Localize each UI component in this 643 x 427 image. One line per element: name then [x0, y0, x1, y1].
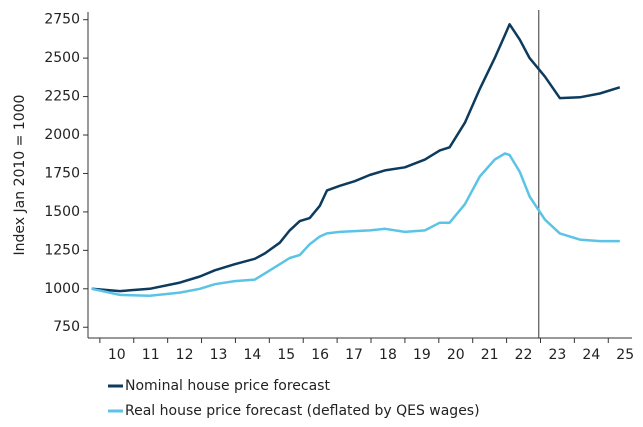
x-tick-label: 15: [277, 347, 295, 363]
y-tick-label: 2000: [44, 127, 80, 143]
legend-label: Nominal house price forecast: [125, 378, 330, 394]
x-tick-label: 19: [413, 347, 431, 363]
x-tick-label: 10: [108, 347, 126, 363]
y-tick-label: 2750: [44, 12, 80, 28]
x-tick-label: 11: [142, 347, 160, 363]
x-tick-label: 24: [582, 347, 600, 363]
y-axis-label: Index Jan 2010 = 1000: [12, 95, 28, 256]
x-tick-label: 18: [379, 347, 397, 363]
x-tick-label: 22: [515, 347, 533, 363]
x-tick-label: 12: [176, 347, 194, 363]
x-tick-label: 16: [311, 347, 329, 363]
y-tick-label: 1000: [44, 281, 80, 297]
y-tick-label: 750: [53, 319, 80, 335]
y-tick-label: 1750: [44, 165, 80, 181]
series-line: [91, 152, 620, 297]
x-tick-label: 13: [210, 347, 228, 363]
y-tick-label: 2250: [44, 89, 80, 105]
legend-label: Real house price forecast (deflated by Q…: [125, 403, 480, 419]
series-line: [91, 23, 621, 293]
x-tick-label: 25: [616, 347, 634, 363]
y-tick-label: 2500: [44, 50, 80, 66]
y-tick-label: 1250: [44, 242, 80, 258]
x-tick-label: 14: [243, 347, 261, 363]
y-tick-label: 1500: [44, 204, 80, 220]
x-tick-label: 21: [481, 347, 499, 363]
x-tick-label: 23: [549, 347, 567, 363]
x-tick-label: 17: [345, 347, 363, 363]
x-tick-label: 20: [447, 347, 465, 363]
